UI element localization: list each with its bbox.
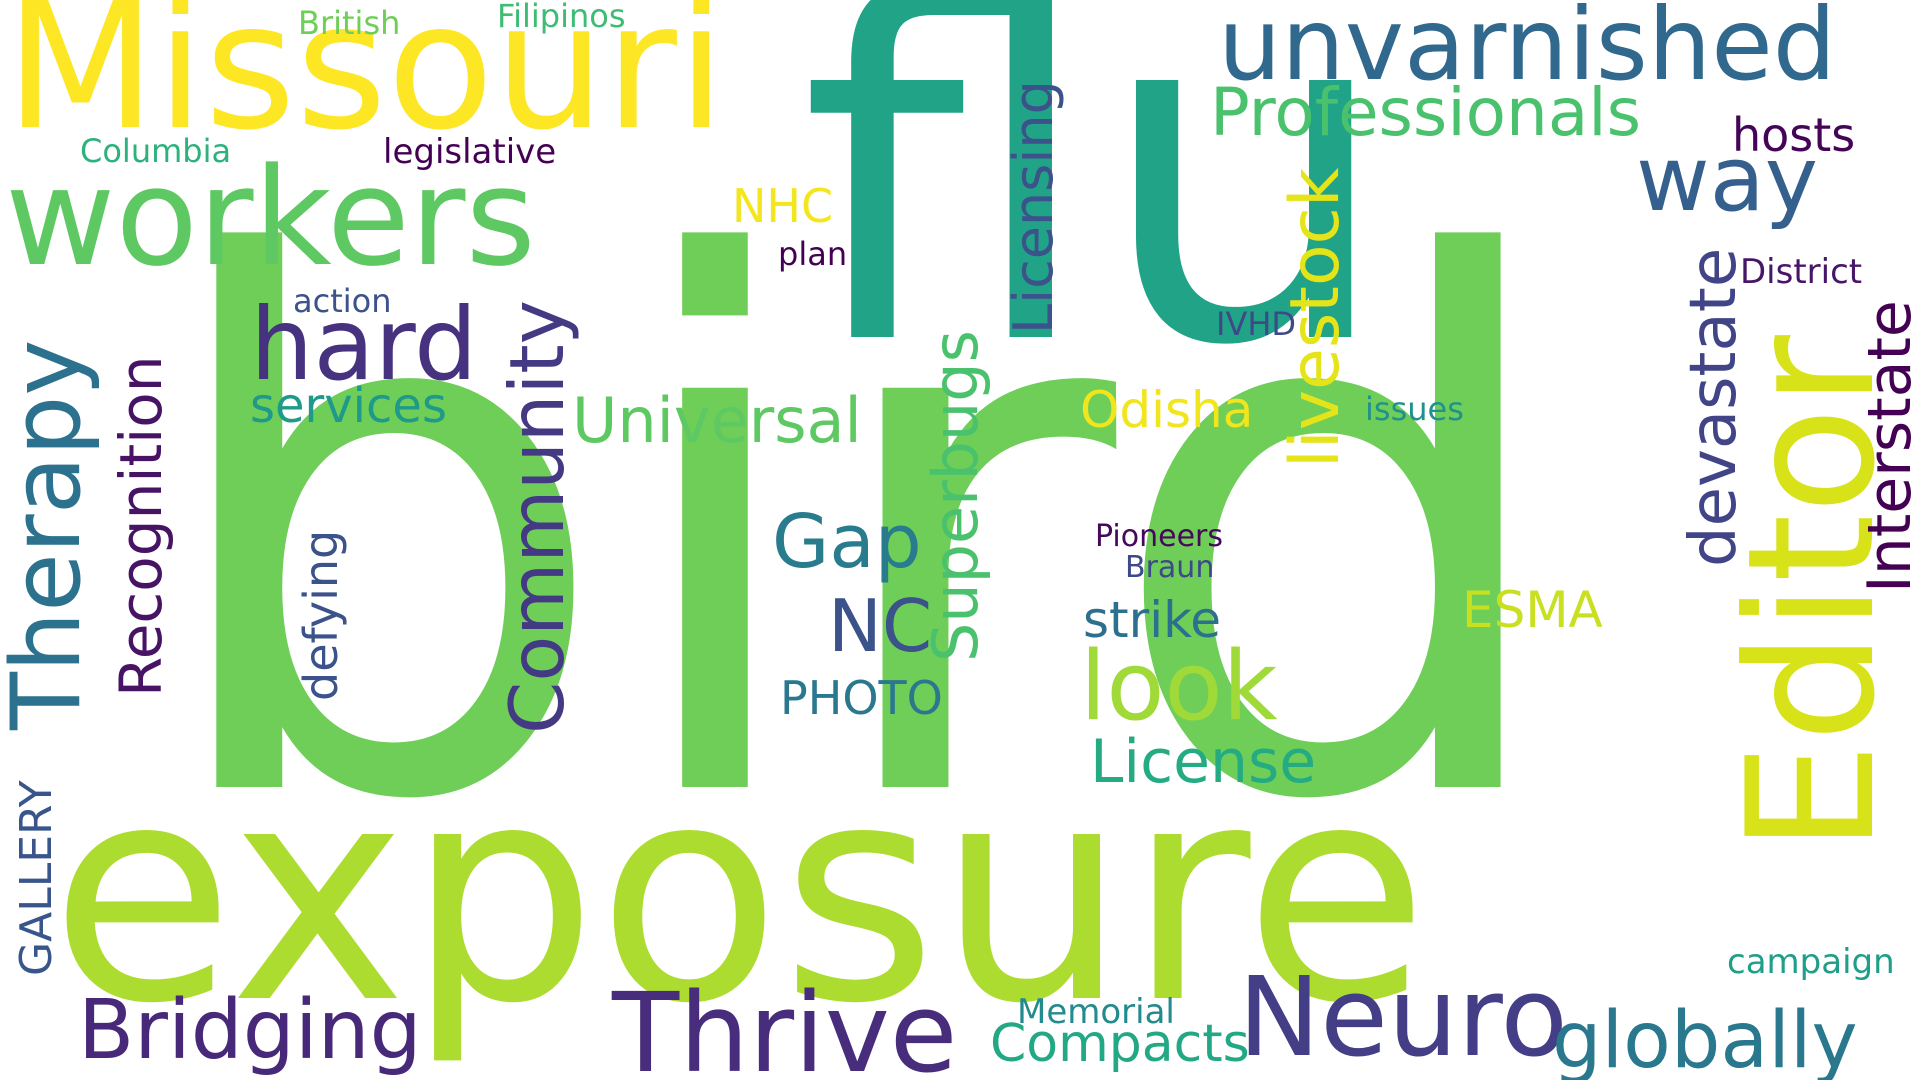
word-district: District: [1740, 252, 1863, 292]
word-look: look: [1080, 632, 1278, 742]
word-british: British: [298, 4, 401, 42]
word-thrive: Thrive: [612, 969, 958, 1080]
word-license: License: [1090, 727, 1317, 797]
word-therapy: Therapy: [0, 339, 102, 730]
word-columbia: Columbia: [80, 132, 232, 170]
word-interstate: Interstate: [1855, 300, 1920, 593]
word-nc: NC: [828, 584, 933, 668]
word-odisha: Odisha: [1080, 381, 1254, 439]
word-neuro: Neuro: [1238, 953, 1568, 1080]
word-legislative: legislative: [383, 132, 557, 172]
word-licensing: Licensing: [1002, 80, 1065, 334]
word-devastate: devastate: [1677, 247, 1751, 567]
word-photo: PHOTO: [780, 671, 943, 725]
word-esma: ESMA: [1462, 581, 1603, 639]
word-memorial: Memorial: [1017, 992, 1175, 1032]
word-hosts: hosts: [1732, 108, 1856, 162]
word-plan: plan: [778, 235, 848, 273]
word-campaign: campaign: [1727, 942, 1895, 982]
word-recognition: Recognition: [107, 355, 175, 697]
word-hard: hard: [250, 286, 478, 403]
word-nhc: NHC: [732, 179, 834, 233]
word-community: Community: [493, 299, 581, 734]
word-superbugs: Superbugs: [919, 330, 992, 662]
word-action: action: [293, 282, 392, 320]
word-way: way: [1636, 127, 1819, 232]
word-unvarnished: unvarnished: [1218, 0, 1837, 103]
word-bird: bird: [150, 110, 1567, 960]
word-strike: strike: [1083, 591, 1222, 649]
word-exposure: exposure: [50, 720, 1429, 1069]
word-bridging: Bridging: [78, 983, 422, 1078]
word-gap: Gap: [772, 499, 922, 585]
word-missouri: Missouri: [5, 0, 726, 169]
word-professionals: Professionals: [1210, 74, 1642, 151]
word-ivhd: IVHD: [1216, 305, 1297, 343]
word-flu: flu: [800, 0, 1394, 448]
word-braun: Braun: [1125, 550, 1215, 585]
word-globally: globally: [1552, 996, 1858, 1080]
word-workers: workers: [5, 139, 536, 296]
word-services: services: [250, 378, 447, 434]
word-gallery: GALLERY: [11, 780, 62, 976]
word-universal: Universal: [572, 384, 862, 457]
word-compacts: Compacts: [990, 1014, 1250, 1074]
word-filipinos: Filipinos: [497, 0, 626, 35]
word-pioneers: Pioneers: [1095, 519, 1224, 554]
word-defying: defying: [294, 529, 348, 701]
word-issues: issues: [1365, 390, 1464, 428]
